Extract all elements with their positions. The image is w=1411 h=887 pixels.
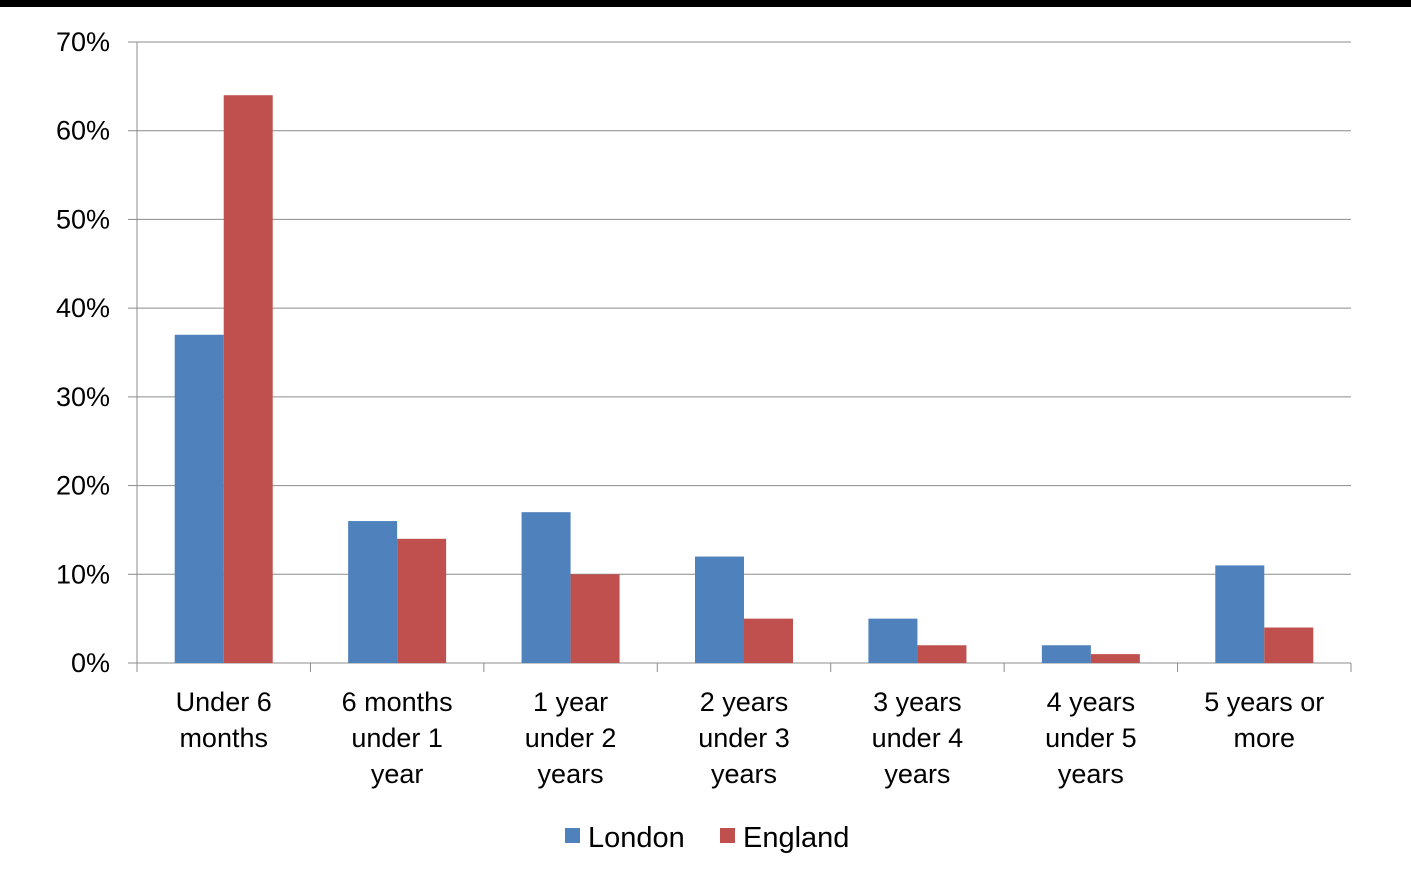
bar-london-2 (348, 521, 398, 663)
bar-england-5 (917, 645, 967, 663)
bar-london-3 (521, 512, 571, 663)
legend-swatch-england (720, 828, 735, 843)
y-tick-label: 70% (56, 27, 110, 57)
y-axis-tick-labels: 0% 10% 20% 30% 40% 50% 60% 70% (56, 27, 110, 678)
top-border (0, 0, 1411, 7)
bar-england-7 (1264, 627, 1314, 663)
bar-london-4 (695, 556, 744, 663)
x-tick-label: 4 years under 5 years (1045, 687, 1137, 789)
y-tick-label: 40% (56, 293, 110, 323)
legend-label-london: London (588, 822, 685, 854)
bars (174, 95, 1314, 663)
bar-england-4 (744, 618, 793, 663)
legend-swatch-london (565, 828, 580, 843)
x-axis-tick-labels: Under 6 months 6 months under 1 year 1 year un… (176, 687, 1325, 789)
y-tick-label: 10% (56, 559, 110, 589)
bar-england-2 (397, 538, 447, 663)
y-tick-label: 0% (71, 648, 110, 678)
y-tick-label: 20% (56, 471, 110, 501)
bar-england-6 (1090, 654, 1140, 663)
legend: London England (565, 822, 849, 854)
bar-england-3 (570, 574, 620, 663)
bar-london-6 (1041, 645, 1091, 663)
gridlines (137, 41, 1351, 575)
bar-london-1 (174, 334, 224, 663)
x-tick-label: 5 years or more (1204, 687, 1324, 753)
bar-london-7 (1215, 565, 1265, 663)
x-tick-label: Under 6 months (176, 687, 272, 753)
x-tick-label: 3 years under 4 years (872, 687, 964, 789)
x-tick-label: 1 year under 2 years (525, 687, 617, 789)
x-tick-label: 2 years under 3 years (698, 687, 790, 789)
bar-england-1 (223, 95, 273, 663)
y-tick-label: 60% (56, 116, 110, 146)
legend-label-england: England (743, 822, 849, 854)
y-tick-label: 30% (56, 382, 110, 412)
y-tick-label: 50% (56, 204, 110, 234)
bar-london-5 (868, 618, 918, 663)
x-tick-label: 6 months under 1 year (342, 687, 453, 789)
